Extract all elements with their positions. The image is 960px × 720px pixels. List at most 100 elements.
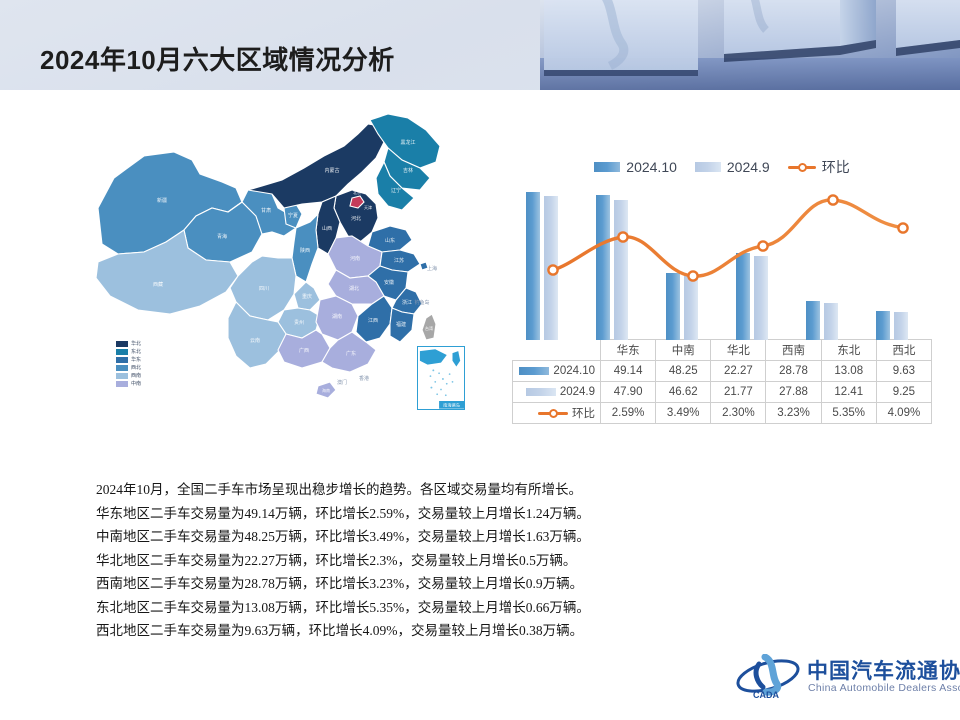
bar-2024-10 [666,272,680,340]
bar-2024-9 [684,274,698,340]
bar-2024-10 [596,194,610,340]
svg-text:宁夏: 宁夏 [288,212,298,219]
legend-label: 华北 [131,340,142,347]
slide-header: 2024年10月六大区域情况分析 [0,0,960,90]
legend-label: 环比 [821,159,850,175]
chart-legend: 2024.10 2024.9 环比 [512,156,932,178]
table-cell: 47.90 [599,381,657,403]
svg-text:上海: 上海 [427,265,437,272]
table-cell: 28.78 [765,360,822,382]
bar-2024-10 [736,253,750,340]
svg-text:贵州: 贵州 [294,319,304,326]
table-key-label: 环比 [572,408,595,420]
svg-text:福建: 福建 [396,321,406,328]
svg-text:河南: 河南 [350,255,360,262]
legend-label: 西南 [131,372,142,379]
legend-label: 华东 [131,356,142,363]
map-legend-item: 西北 [116,364,141,371]
bar-2024-9 [894,312,908,340]
bar-group-huabei [652,192,722,340]
legend-label: 2024.9 [726,159,770,175]
map-legend-item: 华北 [116,340,141,347]
bar-2024-10 [876,311,890,340]
line-series-huanbi [547,194,909,282]
table-cell: 3.49% [655,402,712,424]
svg-text:湖南: 湖南 [332,313,342,320]
table-cell: 49.14 [599,360,657,382]
header-decoration-image [540,0,960,90]
table-key-huanbi: 环比 [512,402,601,424]
table-row: 环比 2.59% 3.49% 2.30% 3.23% 5.35% 4.09% [512,402,933,424]
legend-label: 西北 [131,364,142,371]
svg-text:台湾: 台湾 [425,325,433,331]
table-marker-line-icon [538,408,568,418]
bar-2024-9 [754,256,768,340]
south-china-sea-inset: 南海诸岛 [417,346,465,410]
line-data-points [547,194,909,282]
footer-logo: CADA 中国汽车流通协会 China Automobile Dealers A… [735,650,960,708]
legend-swatch-dongbei [116,348,128,355]
chart-legend-item-2024-9[interactable]: 2024.9 [694,159,770,175]
table-cell: 46.62 [655,381,712,403]
table-cell: 27.88 [765,381,822,403]
table-header-row: 华东 中南 华北 西南 东北 西北 [513,339,933,361]
svg-text:河北: 河北 [351,215,361,222]
svg-text:青海: 青海 [217,233,227,240]
svg-text:广东: 广东 [346,350,356,357]
table-cell: 2.59% [599,402,657,424]
table-cell: 13.08 [820,360,877,382]
analysis-paragraph: 东北地区二手车交易量为13.08万辆，环比增长5.35%，交易量较上月增长0.6… [96,599,590,615]
svg-text:海南: 海南 [322,387,330,393]
table-marker-bar-dark-icon [519,367,550,375]
analysis-paragraph: 西北地区二手车交易量为9.63万辆，环比增长4.09%，交易量较上月增长0.38… [96,623,584,638]
svg-text:吉林: 吉林 [403,167,413,174]
china-regional-map: .pv { stroke:#ffffff; stroke-width:1.1; … [96,112,506,432]
svg-text:钓鱼岛: 钓鱼岛 [414,299,429,306]
analysis-paragraph: 华北地区二手车交易量为22.27万辆，环比增长2.3%，交易量较上月增长0.5万… [96,552,577,568]
svg-text:香港: 香港 [359,375,369,382]
legend-swatch-zhongnan [116,380,128,387]
table-header-cell: 华东 [599,339,657,361]
table-cell: 4.09% [875,402,933,424]
table-header-cell: 东北 [820,339,877,361]
table-corner-cell [513,340,601,361]
analysis-paragraph: 华东地区二手车交易量为49.14万辆，环比增长2.59%，交易量较上月增长1.2… [96,505,590,521]
table-row: 2024.10 49.14 48.25 22.27 28.78 13.08 9.… [512,360,933,382]
bar-2024-10 [806,300,820,340]
table-cell: 22.27 [710,360,767,382]
svg-text:四川: 四川 [259,286,269,292]
scs-inset-label: 南海诸岛 [443,402,460,409]
svg-text:山西: 山西 [322,225,332,232]
chart-plot-area [512,192,932,340]
svg-text:江西: 江西 [368,317,378,324]
bar-group-xinan [722,192,792,340]
svg-text:北京: 北京 [353,189,361,195]
legend-swatch-huabei [116,340,128,347]
legend-bar-light-icon [694,162,721,172]
map-legend-item: 西南 [116,372,141,379]
table-cell: 9.25 [875,381,933,403]
table-cell: 3.23% [765,402,822,424]
svg-text:安徽: 安徽 [384,279,394,286]
chart-legend-item-2024-10[interactable]: 2024.10 [594,159,677,175]
map-legend-item: 东北 [116,348,141,355]
map-graphic: .pv { stroke:#ffffff; stroke-width:1.1; … [96,113,441,399]
svg-text:江苏: 江苏 [394,257,404,264]
table-header-cell: 华北 [710,339,767,361]
legend-swatch-huadong [116,356,128,363]
svg-text:CADA: CADA [753,690,779,700]
bar-2024-10 [526,192,540,340]
regional-volume-chart: 2024.10 2024.9 环比 [512,156,933,424]
logo-name-en: China Automobile Dealers Association [808,682,960,694]
svg-text:甘肃: 甘肃 [261,207,271,214]
map-legend-item: 华东 [116,356,141,363]
legend-label: 2024.10 [626,159,677,175]
svg-text:西藏: 西藏 [153,281,163,288]
chart-legend-item-huanbi[interactable]: 环比 [787,157,850,177]
svg-text:陕西: 陕西 [300,247,310,254]
table-header-cell: 中南 [655,339,712,361]
legend-swatch-xibei [116,364,128,371]
svg-text:新疆: 新疆 [157,197,167,204]
table-key-label: 2024.10 [553,365,595,377]
page-title: 2024年10月六大区域情况分析 [40,45,395,75]
